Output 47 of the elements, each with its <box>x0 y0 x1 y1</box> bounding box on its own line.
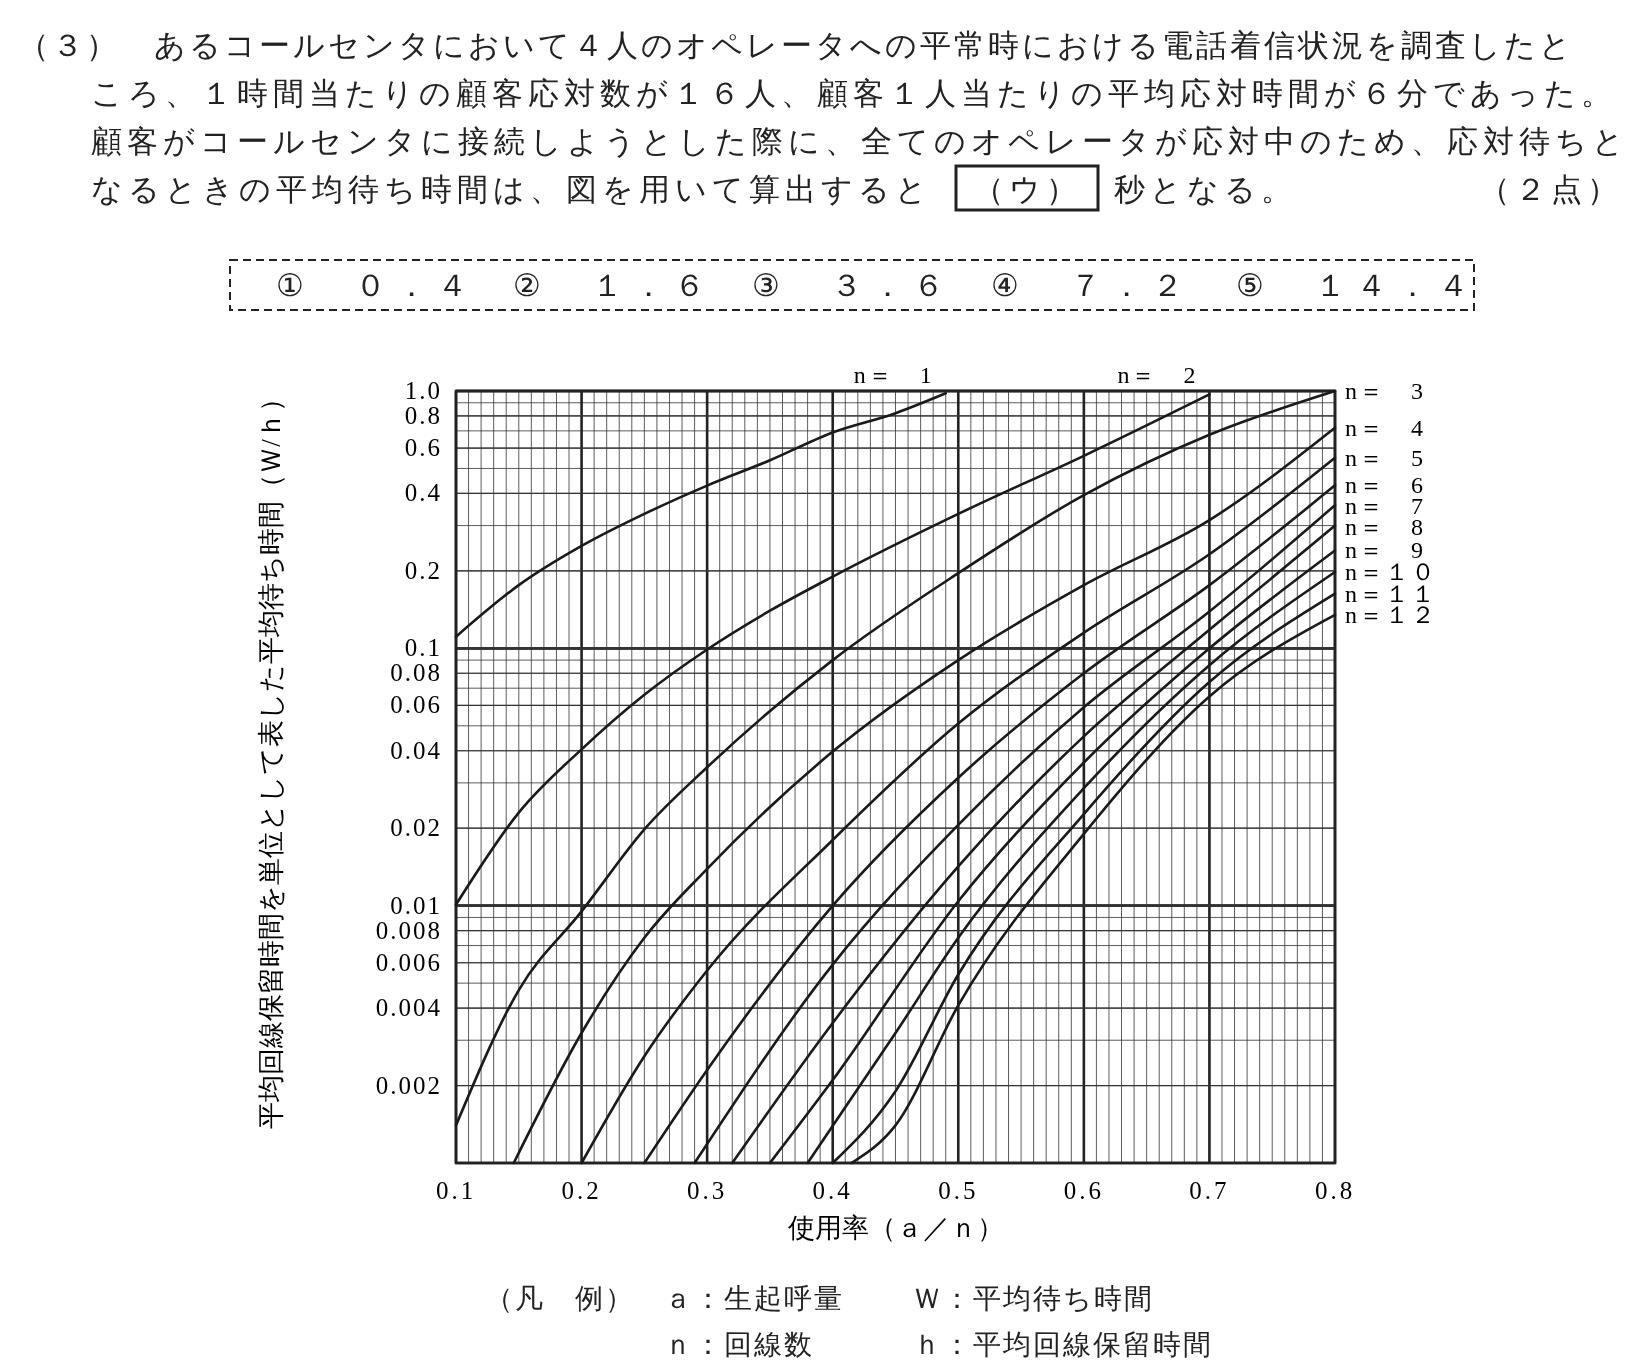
y-tick-label: 0.004 <box>375 994 442 1022</box>
text: ｎ：回線数 <box>664 1329 814 1360</box>
text: Ｗ：平均待ち時間 <box>913 1283 1154 1314</box>
text: ころ、１時間当たりの顧客応対数が１６人、顧客１人当たりの平均応対時間が６分であった。 <box>91 76 1617 111</box>
text: （３） あるコールセンタにおいて４人のオペレータへの平常時における電話着信状況を調査したと <box>18 28 1574 63</box>
x-tick-label: 0.5 <box>938 1177 979 1204</box>
y-tick-label: 0.08 <box>390 659 442 687</box>
y-tick-label: 0.006 <box>375 948 442 976</box>
y-tick-label: 0.02 <box>390 814 442 842</box>
text: （２点） <box>1479 172 1623 207</box>
text: ａ：生起呼量 <box>664 1283 844 1314</box>
x-tick-label: 0.4 <box>812 1177 853 1204</box>
y-tick-label: 1.0 <box>404 377 442 404</box>
series-label: n＝ 3 <box>1345 378 1425 404</box>
y-tick-label: 0.2 <box>404 556 442 584</box>
y-tick-label: 0.01 <box>390 891 442 919</box>
text: ③ ３．６ <box>752 268 954 303</box>
y-tick-label: 0.04 <box>390 736 442 764</box>
series-label: n＝ 5 <box>1345 444 1425 471</box>
x-tick-label: 0.8 <box>1314 1177 1356 1204</box>
y-tick-label: 0.1 <box>404 634 442 662</box>
x-axis-title: 使用率（ａ／ｎ） <box>787 1213 1004 1243</box>
text: ② １．６ <box>513 268 715 303</box>
text: （ウ） <box>972 172 1082 207</box>
text: ⑤ １４．４ <box>1236 268 1479 303</box>
text: ｈ：平均回線保留時間 <box>913 1329 1213 1360</box>
x-tick-label: 0.3 <box>687 1177 728 1204</box>
series-label: n＝ 1 <box>853 362 934 388</box>
y-tick-label: 0.4 <box>404 479 442 507</box>
x-tick-label: 0.7 <box>1189 1177 1230 1204</box>
text: なるときの平均待ち時間は、図を用いて算出すると <box>91 172 932 207</box>
y-tick-label: 0.008 <box>375 916 442 944</box>
x-tick-label: 0.6 <box>1063 1177 1104 1204</box>
text: 顧客がコールセンタに接続しようとした際に、全てのオペレータが応対中のため、応対待ちと <box>91 124 1629 159</box>
y-tick-label: 0.8 <box>404 401 442 429</box>
y-tick-label: 0.6 <box>404 434 442 462</box>
series-label: n＝ 4 <box>1345 414 1425 441</box>
x-tick-label: 0.1 <box>435 1177 477 1204</box>
text: ① ０．４ <box>276 268 478 303</box>
y-tick-label: 0.002 <box>375 1071 442 1099</box>
text: 秒となる。 <box>1114 172 1297 207</box>
text: ④ ７．２ <box>991 268 1193 303</box>
y-axis-title: 平均回線保留時間を単位として表した平均待ち時間（Ｗ/ｈ） <box>256 385 286 1129</box>
y-tick-label: 0.06 <box>390 691 442 719</box>
x-tick-label: 0.2 <box>561 1177 602 1204</box>
series-label: n＝ 2 <box>1117 362 1198 388</box>
text: （凡 例） <box>485 1283 635 1314</box>
